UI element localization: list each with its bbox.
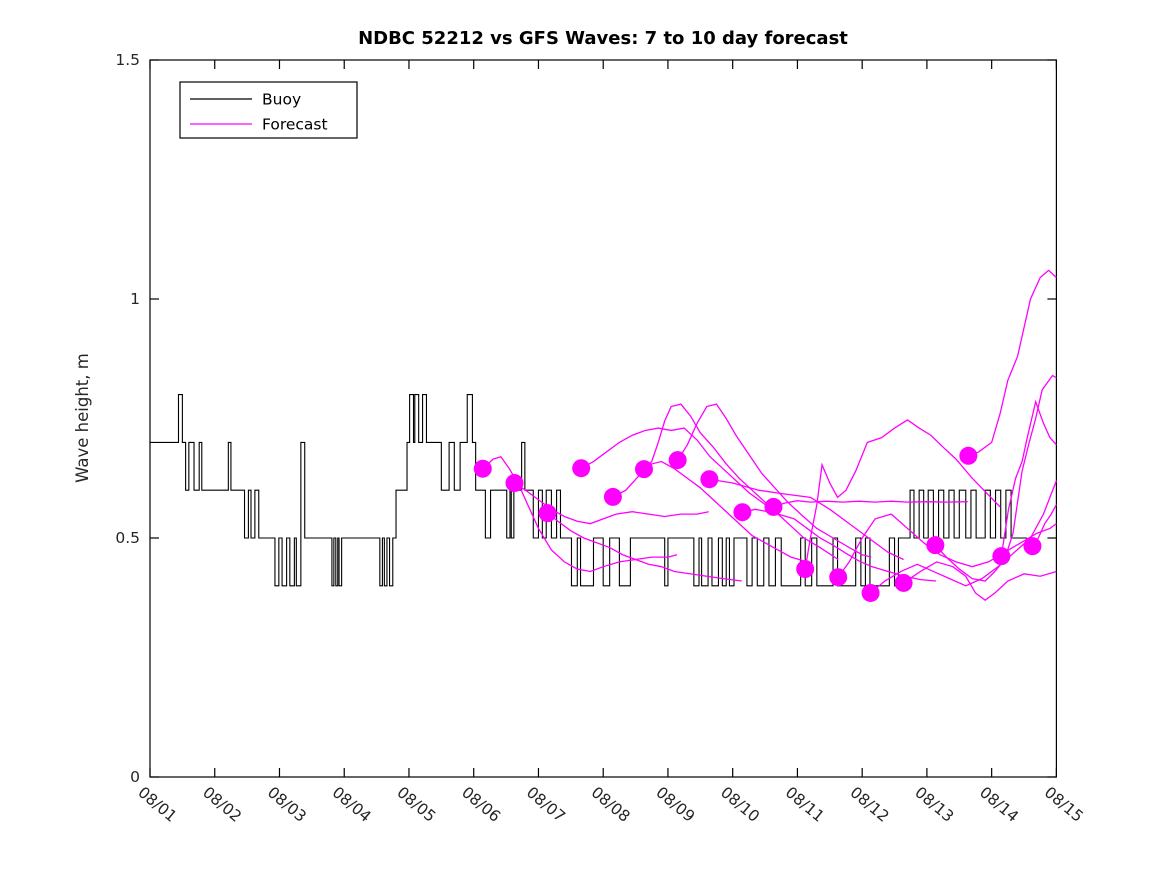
forecast-start-marker bbox=[473, 459, 492, 478]
forecast-line bbox=[643, 403, 839, 561]
forecast-line bbox=[547, 512, 742, 582]
forecast-start-marker bbox=[733, 503, 752, 522]
axes-box bbox=[149, 59, 1058, 778]
forecast-line bbox=[934, 374, 1057, 582]
forecast-line bbox=[514, 482, 709, 525]
forecast-line bbox=[580, 427, 776, 513]
x-tick-label: 08/06 bbox=[458, 783, 504, 826]
forecast-start-marker bbox=[829, 568, 848, 587]
forecast-start-marker bbox=[992, 547, 1011, 566]
forecast-start-marker bbox=[894, 573, 913, 592]
forecast-start-marker bbox=[572, 459, 591, 478]
y-tick-label: 1.5 bbox=[115, 51, 140, 69]
forecast-start-marker bbox=[505, 474, 524, 493]
x-tick-label: 08/11 bbox=[782, 783, 828, 826]
x-tick-label: 08/12 bbox=[847, 783, 893, 826]
x-tick-label: 08/15 bbox=[1041, 783, 1087, 826]
x-tick-label: 08/07 bbox=[523, 783, 569, 826]
y-tick-label: 0.5 bbox=[115, 529, 140, 547]
forecast-start-marker bbox=[959, 446, 978, 465]
forecast-line bbox=[773, 500, 968, 508]
x-tick-label: 08/14 bbox=[976, 783, 1022, 826]
x-tick-label: 08/13 bbox=[911, 783, 957, 826]
forecast-start-marker bbox=[764, 497, 783, 516]
forecast-line bbox=[804, 419, 1001, 570]
x-tick-label: 08/04 bbox=[329, 783, 375, 826]
x-tick-label: 08/05 bbox=[393, 783, 439, 826]
x-tick-label: 08/09 bbox=[652, 783, 698, 826]
forecast-start-marker bbox=[700, 470, 719, 489]
chart-title: NDBC 52212 vs GFS Waves: 7 to 10 day for… bbox=[358, 28, 848, 49]
forecast-start-marker bbox=[668, 451, 687, 470]
x-tick-label: 08/10 bbox=[717, 783, 763, 826]
legend-label: Buoy bbox=[262, 91, 301, 109]
legend-label: Forecast bbox=[262, 116, 328, 134]
buoy-line bbox=[150, 394, 1028, 587]
forecast-start-marker bbox=[603, 487, 622, 506]
y-tick-label: 1 bbox=[130, 290, 140, 308]
forecast-start-marker bbox=[861, 583, 880, 602]
y-axis-label: Wave height, m bbox=[73, 353, 92, 483]
forecast-line bbox=[677, 403, 872, 558]
forecast-line bbox=[1000, 399, 1057, 557]
legend-box bbox=[179, 81, 358, 139]
x-tick-label: 08/02 bbox=[199, 783, 245, 826]
x-tick-label: 08/01 bbox=[134, 783, 180, 826]
x-tick-label: 08/08 bbox=[588, 783, 634, 826]
forecast-start-marker bbox=[538, 504, 557, 523]
data-series bbox=[150, 269, 1058, 602]
forecast-line bbox=[482, 455, 678, 573]
forecast-start-marker bbox=[796, 560, 815, 579]
plot-area: 08/01 08/02 08/03 08/04 08/05 08/06 08/07 08/08… bbox=[115, 51, 1086, 826]
y-tick-label: 0 bbox=[130, 768, 140, 786]
forecast-line bbox=[903, 561, 1057, 601]
forecast-start-marker bbox=[926, 536, 945, 555]
legend: Buoy Forecast bbox=[179, 81, 358, 139]
forecast-start-marker bbox=[634, 460, 653, 479]
forecast-line bbox=[968, 269, 1057, 457]
forecast-line bbox=[709, 478, 904, 561]
x-tick-label: 08/03 bbox=[264, 783, 310, 826]
forecast-start-marker bbox=[1023, 537, 1042, 556]
